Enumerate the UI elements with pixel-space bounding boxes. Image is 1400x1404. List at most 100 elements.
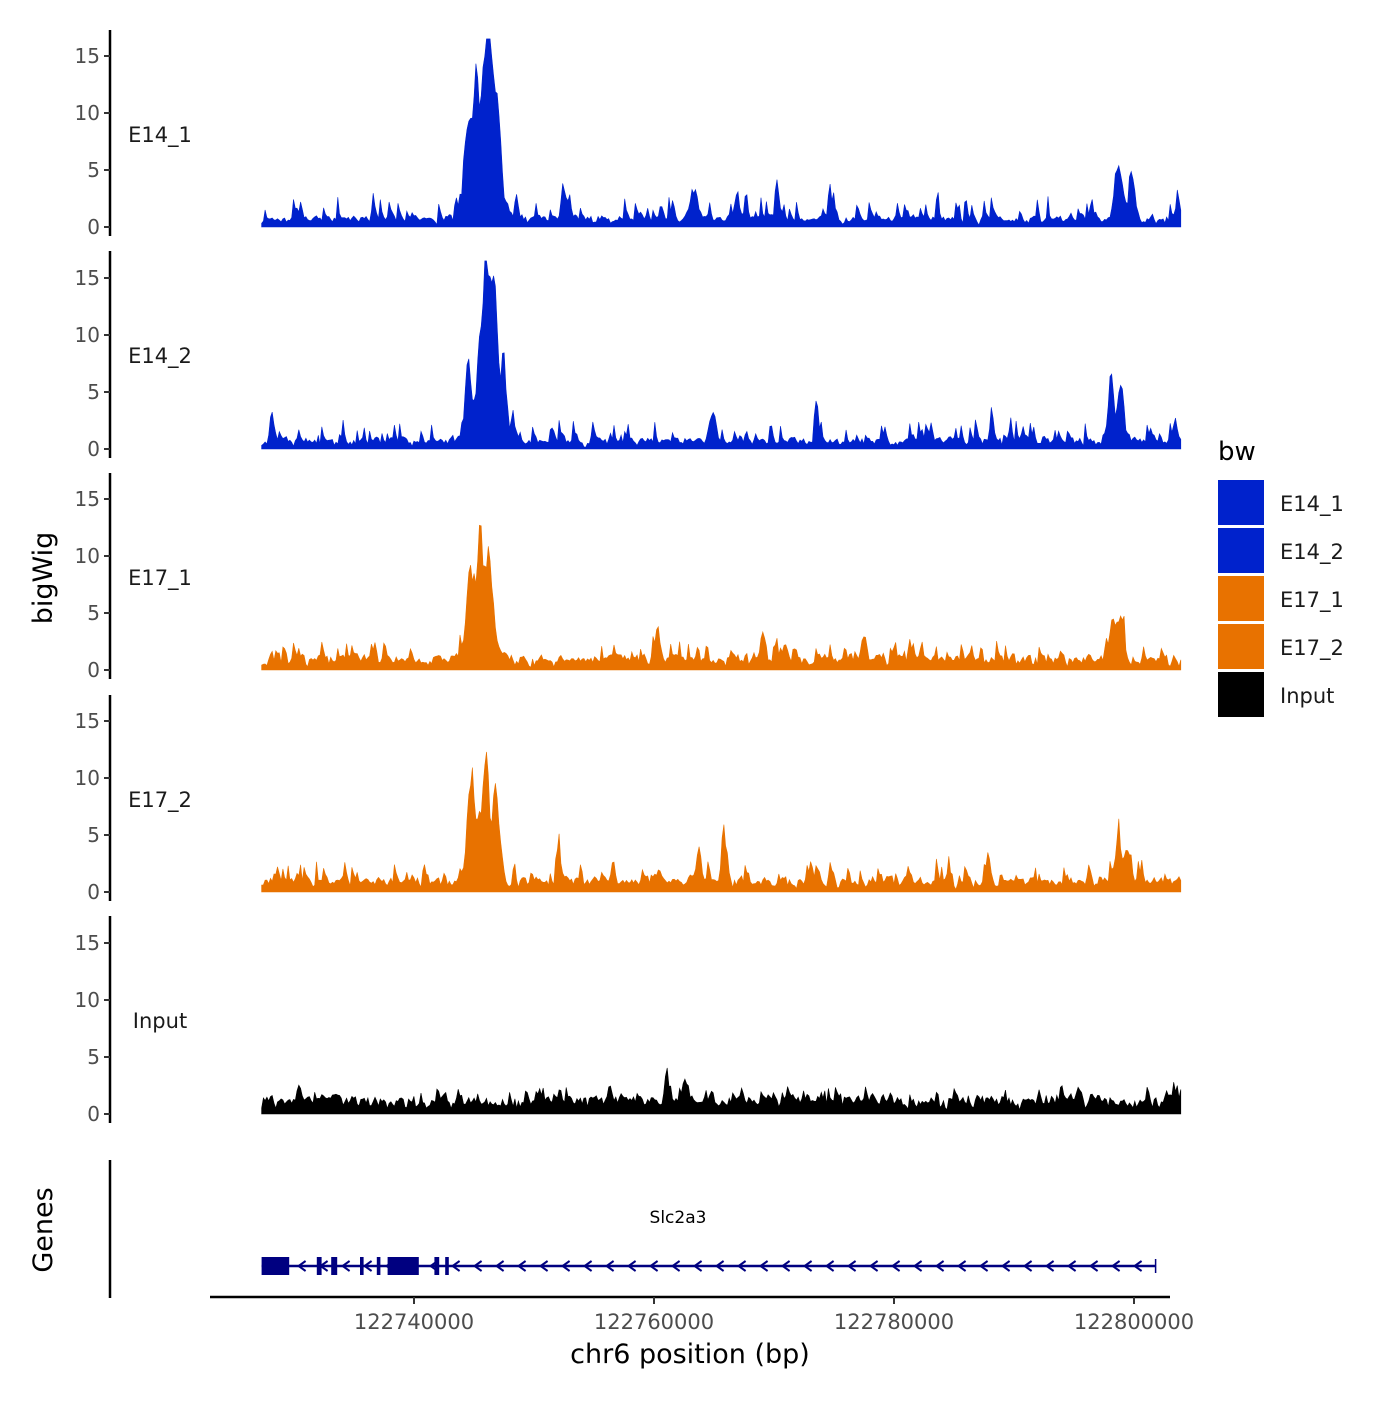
strand-arrow xyxy=(1044,1260,1055,1272)
y-tick-label: 15 xyxy=(75,931,100,955)
track-label: E14_2 xyxy=(128,344,192,369)
y-tick-label: 5 xyxy=(87,158,100,182)
y-tick-label: 10 xyxy=(75,988,100,1012)
track-e14-2: 0 5 10 15 E14_2 xyxy=(75,251,1182,461)
strand-arrow xyxy=(1088,1260,1099,1272)
y-tick-label: 0 xyxy=(87,880,100,904)
signal-area-e14-2 xyxy=(261,260,1182,450)
track-e17-2: 0 5 10 15 E17_2 xyxy=(75,695,1182,904)
exon xyxy=(261,1257,290,1275)
strand-arrow xyxy=(1110,1260,1121,1272)
y-tick-label: 5 xyxy=(87,380,100,404)
strand-arrow xyxy=(692,1260,703,1272)
strand-arrow xyxy=(714,1260,725,1272)
y-tick-label: 10 xyxy=(75,544,100,568)
strand-arrow xyxy=(538,1260,549,1272)
strand-arrow xyxy=(582,1260,593,1272)
strand-arrow xyxy=(890,1260,901,1272)
track-label: E17_1 xyxy=(128,566,192,591)
signal-area-e14-1 xyxy=(261,38,1182,228)
strand-arrow xyxy=(560,1260,571,1272)
strand-arrow xyxy=(912,1260,923,1272)
exon xyxy=(387,1257,419,1275)
strand-arrow xyxy=(1066,1260,1077,1272)
track-label: E14_1 xyxy=(128,123,192,148)
x-tick-label: 122780000 xyxy=(834,1310,954,1334)
gene-track-title: Genes xyxy=(28,1187,59,1272)
strand-arrow xyxy=(648,1260,659,1272)
exon xyxy=(376,1257,381,1275)
legend-label: E17_2 xyxy=(1280,636,1344,661)
y-tick-label: 15 xyxy=(75,709,100,733)
legend: E14_1 E14_2 E17_1 E17_2 Input xyxy=(1218,480,1344,719)
strand-arrow xyxy=(604,1260,615,1272)
strand-arrow xyxy=(626,1260,637,1272)
y-tick-label: 15 xyxy=(75,44,100,68)
legend-swatch xyxy=(1218,672,1264,718)
y-tick-label: 15 xyxy=(75,487,100,511)
strand-arrow xyxy=(450,1260,461,1272)
exon xyxy=(316,1257,322,1275)
y-tick-label: 0 xyxy=(87,437,100,461)
exon xyxy=(331,1257,338,1275)
x-tick-label: 122740000 xyxy=(354,1310,474,1334)
strand-arrow xyxy=(978,1260,989,1272)
legend-label: Input xyxy=(1280,684,1334,708)
legend-label: E14_2 xyxy=(1280,540,1344,565)
strand-arrow xyxy=(1000,1260,1011,1272)
strand-arrow xyxy=(824,1260,835,1272)
strand-arrow xyxy=(296,1260,307,1272)
legend-swatch xyxy=(1218,576,1264,622)
y-tick-label: 15 xyxy=(75,266,100,290)
exon xyxy=(434,1257,440,1275)
y-tick-label: 5 xyxy=(87,601,100,625)
y-tick-label: 10 xyxy=(75,323,100,347)
legend-label: E14_1 xyxy=(1280,492,1344,517)
y-tick-label: 5 xyxy=(87,823,100,847)
strand-arrow xyxy=(1132,1260,1143,1272)
y-axis-title: bigWig xyxy=(28,532,59,625)
strand-arrow xyxy=(340,1260,351,1272)
y-tick-label: 0 xyxy=(87,215,100,239)
x-tick-label: 122800000 xyxy=(1074,1310,1194,1334)
x-axis-title: chr6 position (bp) xyxy=(570,1339,810,1370)
signal-area-e17-1 xyxy=(261,524,1182,671)
y-tick-label: 5 xyxy=(87,1045,100,1069)
track-label: E17_2 xyxy=(128,788,192,813)
strand-arrow xyxy=(780,1260,791,1272)
track-e14-1: 0 5 10 15 E14_1 xyxy=(75,30,1182,239)
strand-arrow xyxy=(1022,1260,1033,1272)
legend-swatch xyxy=(1218,480,1264,526)
strand-arrow xyxy=(472,1260,483,1272)
signal-area-e17-2 xyxy=(261,751,1182,893)
gene-name-label: Slc2a3 xyxy=(650,1208,707,1228)
y-tick-label: 10 xyxy=(75,101,100,125)
x-tick-label: 122760000 xyxy=(594,1310,714,1334)
y-tick-label: 0 xyxy=(87,658,100,682)
exon xyxy=(360,1257,364,1275)
strand-arrow xyxy=(846,1260,857,1272)
signal-area-input xyxy=(261,1067,1182,1115)
strand-arrow xyxy=(362,1260,373,1272)
gene-track: Slc2a3 xyxy=(108,1160,1157,1298)
strand-arrow xyxy=(736,1260,747,1272)
strand-arrow xyxy=(934,1260,945,1272)
strand-arrow xyxy=(802,1260,813,1272)
strand-arrow xyxy=(758,1260,769,1272)
strand-arrow xyxy=(956,1260,967,1272)
exon xyxy=(445,1257,449,1275)
legend-swatch xyxy=(1218,528,1264,574)
strand-arrow xyxy=(868,1260,879,1272)
legend-title: bw xyxy=(1218,437,1256,467)
x-axis: 122740000 122760000 122780000 122800000 xyxy=(210,1295,1194,1334)
legend-swatch xyxy=(1218,624,1264,670)
y-tick-label: 0 xyxy=(87,1102,100,1126)
track-e17-1: 0 5 10 15 E17_1 xyxy=(75,473,1182,682)
track-input: 0 5 10 15 Input xyxy=(75,916,1182,1126)
legend-label: E17_1 xyxy=(1280,588,1344,613)
track-label: Input xyxy=(133,1009,187,1033)
strand-arrow xyxy=(494,1260,505,1272)
strand-arrow xyxy=(670,1260,681,1272)
